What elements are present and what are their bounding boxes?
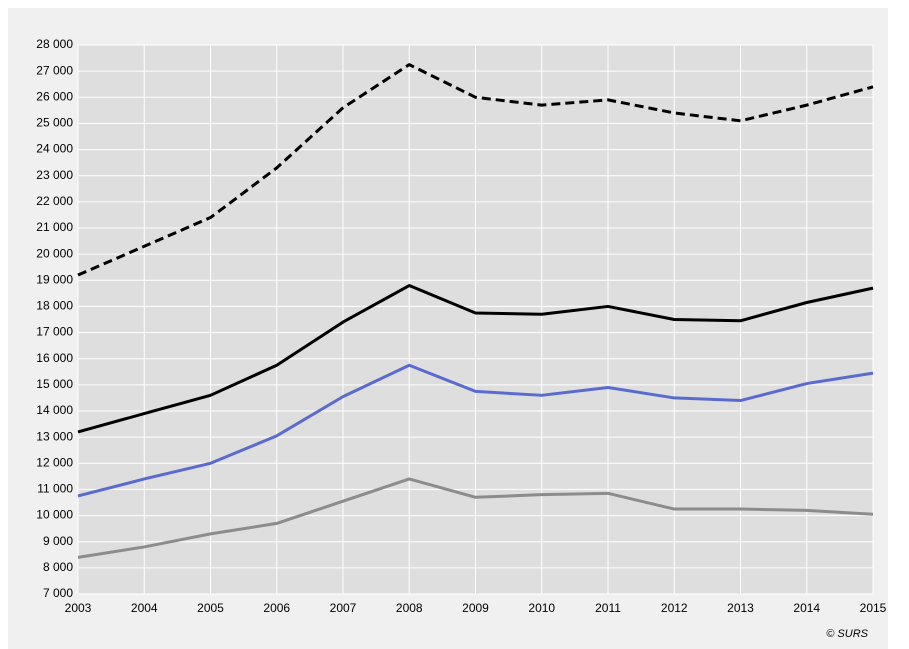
y-tick-label: 12 000 xyxy=(36,455,73,469)
x-tick-label: 2006 xyxy=(263,601,290,615)
x-tick-label: 2005 xyxy=(197,601,224,615)
y-tick-label: 17 000 xyxy=(36,325,73,339)
source-note: © SURS xyxy=(826,628,868,640)
x-tick-label: 2009 xyxy=(462,601,489,615)
y-tick-label: 8 000 xyxy=(43,560,73,574)
series-line xyxy=(77,284,874,434)
series-line xyxy=(77,477,874,559)
y-tick-label: 24 000 xyxy=(36,142,73,156)
y-tick-label: 14 000 xyxy=(36,403,73,417)
x-tick-label: 2008 xyxy=(396,601,423,615)
y-tick-label: 16 000 xyxy=(36,351,73,365)
y-tick-label: 18 000 xyxy=(36,299,73,313)
x-tick-label: 2015 xyxy=(860,601,887,615)
y-tick-label: 27 000 xyxy=(36,63,73,77)
series-line xyxy=(77,63,874,277)
y-tick-label: 15 000 xyxy=(36,377,73,391)
x-tick-label: 2012 xyxy=(661,601,688,615)
y-tick-label: 11 000 xyxy=(37,482,73,496)
y-tick-label: 26 000 xyxy=(36,89,73,103)
y-tick-label: 21 000 xyxy=(36,220,73,234)
x-tick-label: 2011 xyxy=(595,601,621,615)
x-tick-label: 2003 xyxy=(65,601,92,615)
x-tick-label: 2014 xyxy=(793,601,820,615)
y-tick-label: 19 000 xyxy=(36,272,73,286)
x-tick-label: 2007 xyxy=(330,601,357,615)
y-tick-label: 22 000 xyxy=(36,194,73,208)
y-tick-label: 20 000 xyxy=(36,246,73,260)
y-tick-label: 13 000 xyxy=(36,429,73,443)
x-tick-label: 2010 xyxy=(528,601,555,615)
y-tick-label: 28 000 xyxy=(36,37,73,51)
x-tick-label: 2004 xyxy=(131,601,158,615)
y-tick-label: 25 000 xyxy=(36,116,73,130)
x-tick-label: 2013 xyxy=(727,601,754,615)
y-tick-label: 10 000 xyxy=(36,508,73,522)
y-tick-label: 9 000 xyxy=(43,534,73,548)
series-line xyxy=(77,363,874,498)
y-tick-label: 23 000 xyxy=(36,168,73,182)
y-tick-label: 7 000 xyxy=(43,586,73,600)
